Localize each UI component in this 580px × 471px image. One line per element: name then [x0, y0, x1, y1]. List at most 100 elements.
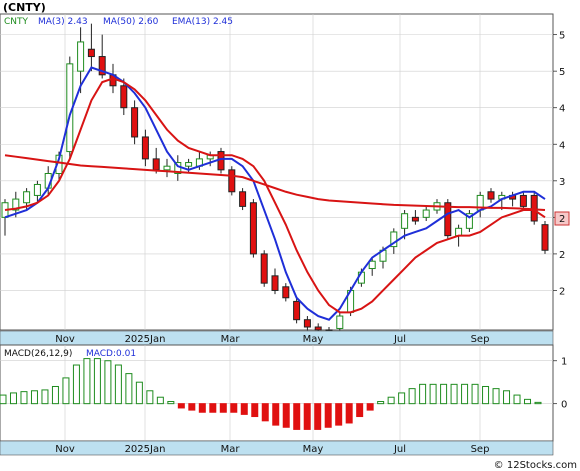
- macd-bar: [20, 391, 28, 405]
- candle-body: [314, 326, 322, 331]
- macd-bar: [30, 390, 38, 405]
- candle-body: [131, 107, 139, 138]
- macd-bar: [366, 403, 374, 411]
- macd-value: MACD:0.01: [86, 349, 136, 359]
- price-x-tick-label: Sep: [471, 334, 490, 345]
- macd-tick-label: 0: [561, 400, 567, 411]
- price-x-tick-label: May: [303, 334, 324, 345]
- macd-bar: [471, 383, 479, 405]
- candle-body: [390, 231, 398, 248]
- candle-body: [465, 213, 473, 229]
- macd-bar: [83, 358, 91, 405]
- candle-body: [271, 275, 279, 291]
- macd-label: MACD(26,12,9): [4, 349, 72, 359]
- candle-body: [152, 158, 160, 171]
- series-line-ma3: [4, 66, 546, 321]
- macd-bar: [272, 403, 280, 426]
- macd-bar: [146, 390, 154, 405]
- price-tick-label: 4: [559, 104, 565, 115]
- macd-bar: [503, 390, 511, 405]
- chart-title: (CNTY): [3, 1, 46, 14]
- legend-symbol: CNTY: [4, 17, 29, 27]
- macd-bar: [398, 392, 406, 405]
- macd-bar: [125, 373, 133, 405]
- macd-bar: [72, 364, 80, 405]
- macd-bar: [261, 403, 269, 422]
- candle-body: [98, 56, 106, 76]
- candle-body: [336, 315, 344, 329]
- copyright: © 12Stocks.com: [494, 460, 577, 471]
- candle-body: [293, 300, 301, 321]
- macd-panel: [0, 344, 554, 442]
- macd-bar: [156, 396, 164, 405]
- macd-bar: [356, 403, 364, 418]
- candle-body: [541, 224, 549, 251]
- macd-bar: [345, 403, 353, 424]
- legend-ma3: MA(3) 2.43: [38, 17, 88, 27]
- macd-bar: [251, 403, 259, 418]
- macd-bar: [230, 403, 238, 413]
- price-x-tick-label: Jul: [393, 334, 406, 345]
- macd-bar: [51, 385, 59, 405]
- macd-x-axis: Nov 2025Jan Mar May Jul Sep: [55, 444, 489, 455]
- candle-body: [422, 209, 430, 218]
- last-price-label: 2: [559, 214, 565, 225]
- price-tick-label: 3: [559, 177, 565, 188]
- macd-bar: [387, 396, 395, 405]
- macd-bar: [219, 403, 227, 413]
- price-grid: [0, 14, 553, 330]
- price-tick-label: 2: [559, 250, 565, 261]
- price-tick-label: 2: [559, 286, 565, 297]
- macd-bar: [408, 388, 416, 405]
- candle-body: [368, 260, 376, 270]
- macd-bar: [41, 389, 49, 405]
- macd-tick-label: 1: [561, 357, 567, 368]
- macd-axis: 10: [553, 357, 567, 411]
- macd-bar: [461, 383, 469, 405]
- candle-body: [519, 194, 527, 207]
- macd-x-tick-label: 2025Jan: [125, 444, 166, 455]
- macd-bar: [524, 398, 532, 405]
- macd-bar: [198, 403, 206, 413]
- candle-body: [12, 198, 20, 211]
- macd-bar: [167, 401, 175, 405]
- candle-body: [303, 319, 311, 328]
- candle-body: [249, 202, 257, 255]
- candle-body: [239, 191, 247, 207]
- candle-body: [163, 165, 171, 171]
- macd-bar: [377, 401, 385, 405]
- macd-bar: [314, 403, 322, 430]
- candle-body: [260, 253, 268, 284]
- macd-bar: [104, 360, 112, 405]
- macd-bar: [135, 381, 143, 405]
- price-tick-label: 5: [559, 31, 565, 42]
- macd-bar: [177, 403, 185, 409]
- macd-bar: [303, 403, 311, 430]
- macd-bar: [429, 383, 437, 405]
- series-line-ma50: [4, 154, 546, 212]
- macd-bar: [450, 383, 458, 405]
- price-x-tick-label: 2025Jan: [125, 334, 166, 345]
- macd-x-tick-label: Mar: [221, 444, 241, 455]
- macd-bar: [335, 403, 343, 426]
- macd-bar: [513, 394, 521, 405]
- candle-body: [444, 202, 452, 237]
- macd-bar: [482, 385, 490, 405]
- macd-bar: [293, 403, 301, 430]
- candle-body: [487, 191, 495, 200]
- price-x-tick-label: Nov: [55, 334, 75, 345]
- candle-body: [401, 213, 409, 229]
- moving-averages: [4, 66, 546, 321]
- macd-bar: [62, 377, 70, 405]
- candle-body: [23, 191, 31, 204]
- macd-bar: [440, 383, 448, 405]
- macd-x-axis-band: [0, 440, 554, 456]
- last-price-marker: [554, 211, 570, 226]
- macd-bar: [188, 403, 196, 411]
- candle-body: [141, 136, 149, 160]
- legend-ema13: EMA(13) 2.45: [172, 17, 233, 27]
- macd-bar: [9, 392, 17, 405]
- candle-body: [185, 162, 193, 167]
- macd-x-tick-label: Sep: [471, 444, 490, 455]
